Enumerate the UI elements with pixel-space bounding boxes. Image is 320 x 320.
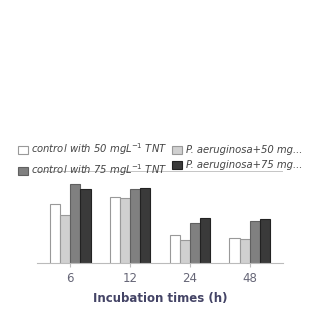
Bar (190, 223, 200, 320)
Bar (170, 235, 180, 320)
Bar (240, 239, 250, 320)
Bar (229, 237, 240, 320)
Bar (200, 218, 210, 320)
Bar (180, 240, 190, 320)
Bar (260, 219, 270, 320)
Bar (110, 196, 120, 320)
Legend: control with 50 mgL$^{-1}$ TNT, control with 75 mgL$^{-1}$ TNT, P. aeruginosa+50: control with 50 mgL$^{-1}$ TNT, control … (14, 138, 306, 182)
Bar (250, 220, 260, 320)
Bar (70, 184, 80, 320)
Bar (50, 204, 60, 320)
Bar (80, 189, 91, 320)
Bar (60, 215, 70, 320)
Bar (140, 188, 150, 320)
Bar (120, 198, 130, 320)
Bar (130, 189, 140, 320)
X-axis label: Incubation times (h): Incubation times (h) (93, 292, 227, 305)
